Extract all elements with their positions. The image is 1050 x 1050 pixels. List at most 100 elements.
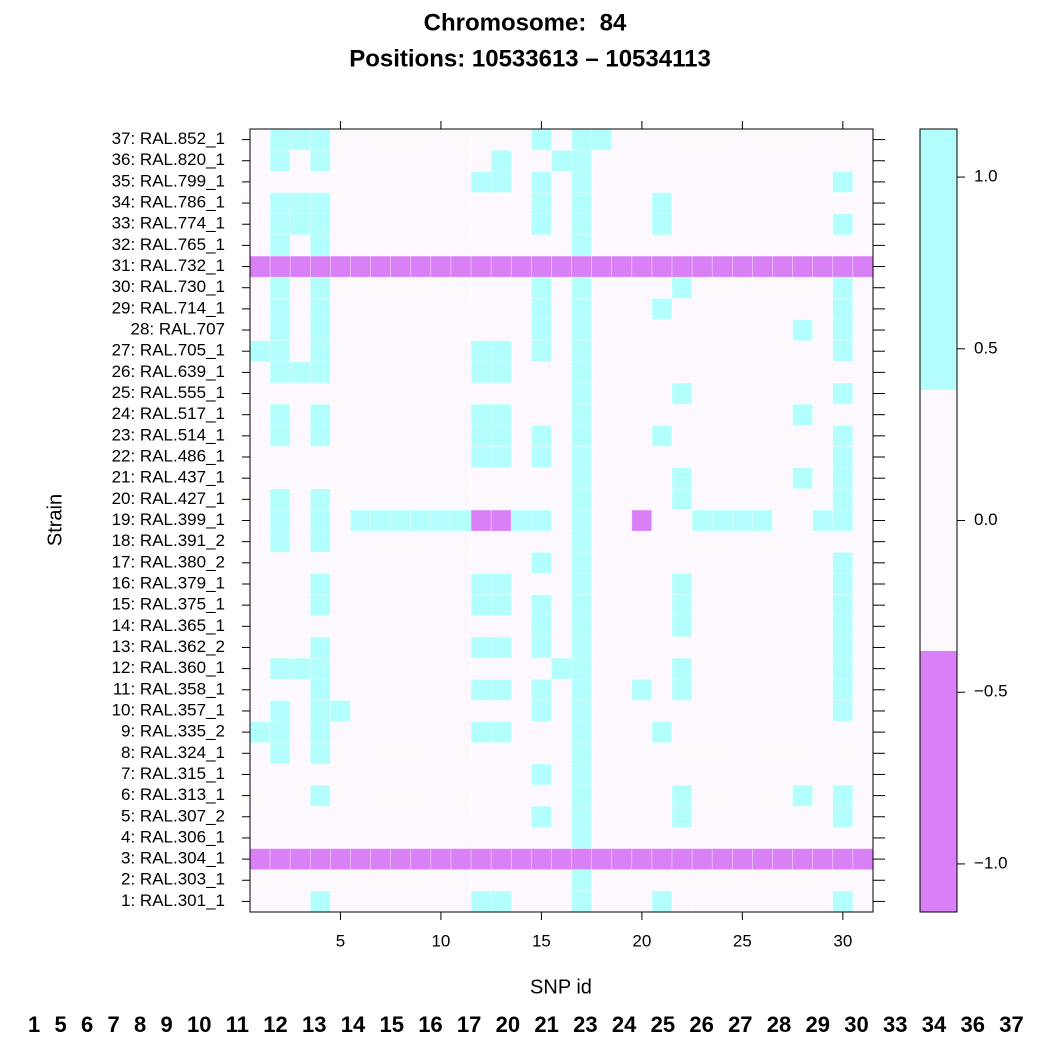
heat-cell xyxy=(269,234,291,257)
heat-cell xyxy=(430,594,452,617)
heat-cell xyxy=(711,446,733,468)
heat-cell xyxy=(551,827,572,849)
heat-cell xyxy=(732,361,753,384)
heat-cell xyxy=(591,763,613,786)
heat-cell xyxy=(611,128,633,151)
footer-number: 5 xyxy=(54,1012,67,1037)
heat-cell xyxy=(430,446,452,468)
heat-cell xyxy=(450,594,472,617)
heat-cell xyxy=(450,742,472,765)
heat-cell xyxy=(772,594,793,617)
heat-cell xyxy=(350,827,371,849)
heat-cell xyxy=(631,467,653,490)
heat-cell xyxy=(269,805,291,828)
heat-cell xyxy=(611,657,633,680)
heat-cell xyxy=(852,615,874,638)
heat-cell xyxy=(711,636,733,659)
heat-cell xyxy=(711,192,733,214)
heat-cell xyxy=(309,551,331,574)
heat-cell xyxy=(772,276,793,299)
heat-cell xyxy=(330,424,351,447)
heat-cell xyxy=(309,530,331,553)
heat-cell xyxy=(249,615,271,638)
heat-cell xyxy=(832,467,854,490)
heat-cell xyxy=(531,594,552,617)
heat-cell xyxy=(651,636,673,659)
heat-cell xyxy=(450,509,472,532)
heat-cell xyxy=(691,509,713,532)
heat-cell xyxy=(812,276,834,299)
heat-cell xyxy=(752,615,773,638)
heat-cell xyxy=(732,382,753,405)
heat-cell xyxy=(510,213,532,236)
footer-number: 6 xyxy=(81,1012,94,1037)
heat-cell xyxy=(792,805,814,828)
heat-cell xyxy=(430,848,452,870)
heat-cell xyxy=(832,721,854,744)
heat-cell xyxy=(470,192,492,214)
heat-cell xyxy=(651,149,673,172)
heat-cell xyxy=(832,890,854,913)
heat-cell xyxy=(832,276,854,299)
heat-cell xyxy=(330,213,351,236)
footer-number: 7 xyxy=(107,1012,120,1037)
heat-cell xyxy=(370,213,391,236)
heat-cell xyxy=(691,805,713,828)
heat-cell xyxy=(350,361,371,384)
heat-cell xyxy=(531,573,552,595)
heat-cell xyxy=(330,742,351,765)
heat-cell xyxy=(309,678,331,701)
heat-cell xyxy=(792,509,814,532)
heat-cell xyxy=(852,319,874,341)
heat-cell xyxy=(350,128,371,151)
heat-cell xyxy=(470,276,492,299)
footer-number: 26 xyxy=(689,1012,714,1037)
heat-cell xyxy=(249,827,271,849)
heat-cell xyxy=(510,700,532,722)
y-tick-label: 17: RAL.380_2 xyxy=(112,552,225,571)
heat-cell xyxy=(410,530,432,553)
heat-cell xyxy=(510,657,532,680)
heat-cell xyxy=(631,657,653,680)
heat-cell xyxy=(350,678,371,701)
heat-cell xyxy=(671,403,693,426)
heat-cell xyxy=(289,805,311,828)
heat-cell xyxy=(792,171,814,193)
heat-cell xyxy=(651,488,673,511)
x-tick-label: 5 xyxy=(336,931,345,950)
footer-number: 14 xyxy=(340,1012,366,1037)
heat-cell xyxy=(490,234,512,257)
heat-cell xyxy=(631,382,653,405)
heat-cell xyxy=(350,869,371,892)
heat-cell xyxy=(611,742,633,765)
heat-cell xyxy=(691,636,713,659)
heat-cell xyxy=(430,467,452,490)
heat-cell xyxy=(309,403,331,426)
heat-cell xyxy=(551,255,572,278)
heat-cell xyxy=(269,467,291,490)
heat-cell xyxy=(752,467,773,490)
heat-cell xyxy=(711,128,733,151)
heat-cell xyxy=(249,678,271,701)
heat-cell xyxy=(812,382,834,405)
heat-cell xyxy=(309,700,331,722)
heat-cell xyxy=(792,340,814,363)
heat-cell xyxy=(249,657,271,680)
heat-cell xyxy=(752,340,773,363)
heat-cell xyxy=(510,171,532,193)
heat-cell xyxy=(490,297,512,320)
heat-cell xyxy=(531,805,552,828)
x-axis-label: SNP id xyxy=(530,976,592,998)
heat-cell xyxy=(752,403,773,426)
heat-cell xyxy=(249,128,271,151)
heat-cell xyxy=(752,488,773,511)
heat-cell xyxy=(450,234,472,257)
footer-number: 13 xyxy=(301,1012,327,1037)
y-tick-label: 30: RAL.730_1 xyxy=(112,277,225,296)
heat-cell xyxy=(249,340,271,363)
heat-cell xyxy=(832,805,854,828)
heat-cell xyxy=(410,340,432,363)
heat-cell xyxy=(470,721,492,744)
heat-cell xyxy=(470,297,492,320)
